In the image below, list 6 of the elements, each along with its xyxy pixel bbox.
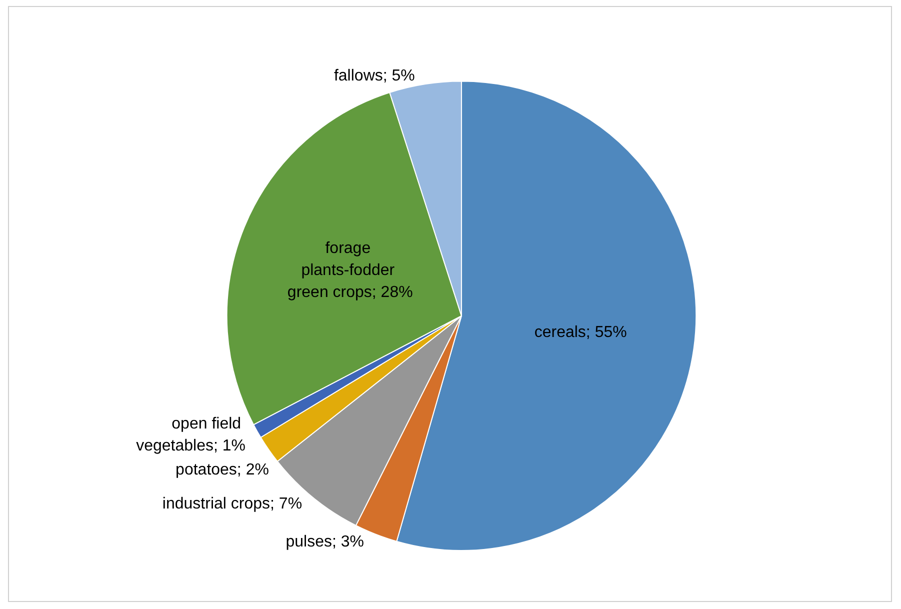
slice-label: potatoes; 2% <box>176 462 269 479</box>
slice-label: forage plants-fodder green crops; 28% <box>287 240 413 301</box>
slice-label: pulses; 3% <box>286 533 364 550</box>
slice-label: cereals; 55% <box>534 324 627 342</box>
slice-label: fallows; 5% <box>334 68 415 85</box>
slice-label: industrial crops; 7% <box>162 495 302 512</box>
